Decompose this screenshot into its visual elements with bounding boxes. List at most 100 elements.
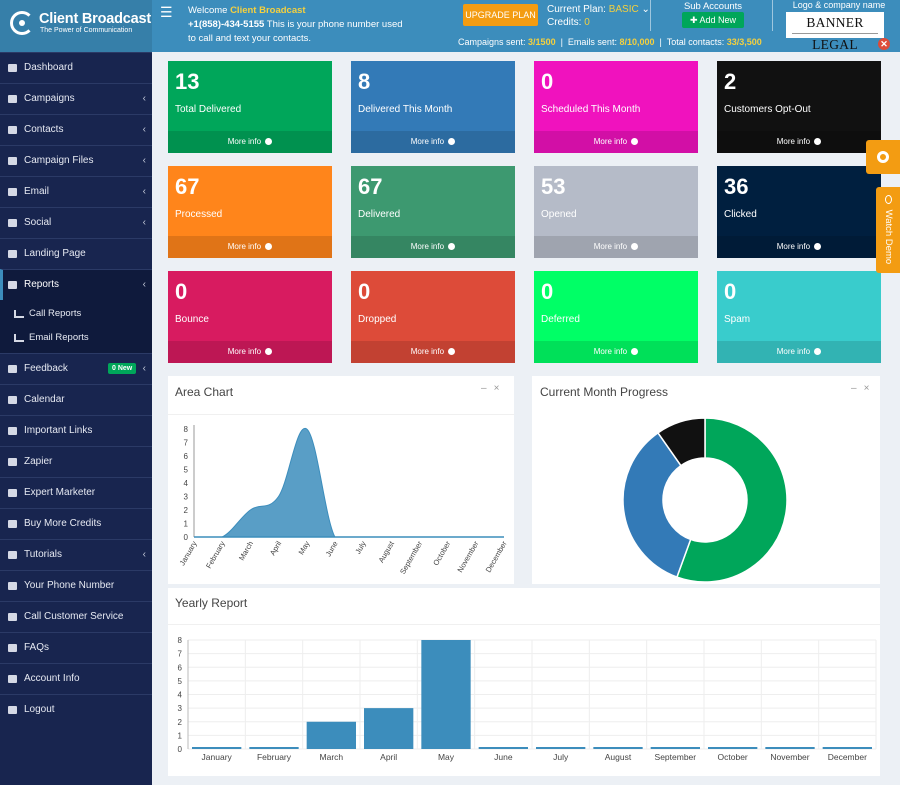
sidebar-item-label: Campaigns	[24, 93, 75, 104]
top-header: Client Broadcast The Power of Communicat…	[0, 0, 900, 52]
bar	[593, 747, 643, 749]
sidebar-item-account-info[interactable]: Account Info	[0, 663, 152, 694]
arrow-circle-right-icon	[814, 138, 822, 145]
sidebar-item-social[interactable]: Social ‹	[0, 207, 152, 238]
bar	[478, 747, 528, 749]
sidebar-item-email[interactable]: Email ‹	[0, 176, 152, 207]
more-info-link[interactable]: More info	[168, 131, 332, 153]
sidebar-item-your-phone-number[interactable]: Your Phone Number	[0, 570, 152, 601]
arrow-circle-right-icon	[631, 348, 639, 355]
bar	[421, 640, 471, 749]
sidebar-item-important-links[interactable]: Important Links	[0, 415, 152, 446]
welcome-message: Welcome Client Broadcast +1(858)-434-515…	[188, 4, 428, 46]
more-info-link[interactable]: More info	[168, 341, 332, 363]
plan-info[interactable]: Current Plan: BASIC ⌄ Credits: 0	[547, 3, 650, 29]
header-divider	[650, 0, 651, 31]
progress-panel: Current Month Progress – ×	[532, 376, 880, 584]
minimize-icon[interactable]: –	[851, 383, 857, 394]
x-tick-label: August	[377, 539, 397, 565]
arrow-circle-right-icon	[265, 348, 273, 355]
x-tick-label: January	[178, 539, 199, 567]
sidebar-item-buy-more-credits[interactable]: Buy More Credits	[0, 508, 152, 539]
y-tick-label: 2	[178, 718, 183, 727]
close-icon[interactable]: ×	[863, 383, 870, 394]
sidebar-item-call-customer-service[interactable]: Call Customer Service	[0, 601, 152, 632]
close-icon[interactable]: ×	[493, 383, 500, 394]
stat-value: 0	[541, 279, 554, 304]
bar	[536, 747, 586, 749]
sidebar-item-faqs[interactable]: FAQs	[0, 632, 152, 663]
more-info-link[interactable]: More info	[534, 236, 698, 258]
more-info-link[interactable]: More info	[717, 131, 881, 153]
sidebar-item-email-reports[interactable]: Email Reports	[0, 326, 152, 350]
stat-label: Processed	[175, 209, 223, 220]
more-info-link[interactable]: More info	[351, 236, 515, 258]
more-info-link[interactable]: More info	[717, 236, 881, 258]
more-info-link[interactable]: More info	[534, 131, 698, 153]
sidebar-item-tutorials[interactable]: Tutorials ‹	[0, 539, 152, 570]
minimize-icon[interactable]: –	[481, 383, 487, 394]
more-info-label: More info	[593, 347, 628, 356]
more-info-link[interactable]: More info	[717, 341, 881, 363]
watch-demo-tab[interactable]: Watch Demo	[876, 187, 900, 273]
arrow-circle-right-icon	[448, 138, 456, 145]
sidebar-item-calendar[interactable]: Calendar	[0, 384, 152, 415]
sidebar-item-call-reports[interactable]: Call Reports	[0, 302, 152, 326]
more-info-link[interactable]: More info	[351, 131, 515, 153]
y-tick-label: 5	[178, 677, 183, 686]
total-contacts-value: 33/3,500	[726, 37, 762, 47]
company-logo-text: BANNER LEGAL	[806, 15, 864, 52]
sidebar-item-label: Account Info	[24, 673, 80, 684]
more-info-label: More info	[593, 137, 628, 146]
sidebar-item-label: Feedback	[24, 363, 68, 374]
brand-tagline: The Power of Communication	[40, 27, 133, 34]
watch-demo-text: Watch Demo	[883, 209, 894, 265]
bar	[306, 721, 356, 749]
sidebar-item-dashboard[interactable]: Dashboard	[0, 52, 152, 83]
stat-value: 0	[541, 69, 554, 94]
settings-tab[interactable]	[866, 140, 900, 174]
plan-value: BASIC	[608, 4, 639, 15]
x-tick-label: April	[268, 539, 283, 557]
chevron-down-icon[interactable]: ⌄	[641, 4, 650, 15]
watch-demo-label: Watch Demo	[883, 195, 894, 264]
link-icon	[8, 427, 17, 435]
upgrade-plan-button[interactable]: UPGRADE PLAN	[463, 4, 538, 26]
stat-box: 36 Clicked More info	[717, 166, 881, 258]
menu-toggle-icon[interactable]: ☰	[160, 4, 173, 20]
sidebar-item-contacts[interactable]: Contacts ‹	[0, 114, 152, 145]
sidebar-item-feedback[interactable]: Feedback 0 New ‹	[0, 353, 152, 384]
sidebar-item-campaigns[interactable]: Campaigns ‹	[0, 83, 152, 114]
remove-logo-icon[interactable]: ✕	[878, 38, 890, 50]
company-logo[interactable]: BANNER LEGAL	[786, 12, 884, 52]
sidebar-item-label: Tutorials	[24, 549, 62, 560]
brand-logo-dot	[19, 20, 25, 26]
sidebar-item-reports[interactable]: Reports ‹	[0, 269, 152, 300]
share-icon	[8, 551, 17, 559]
add-new-sub-account-button[interactable]: ✚ Add New	[682, 12, 744, 28]
stat-box: 0 Bounce More info	[168, 271, 332, 363]
more-info-label: More info	[227, 137, 262, 146]
y-tick-label: 1	[184, 520, 189, 529]
sidebar-item-zapier[interactable]: Zapier	[0, 446, 152, 477]
phone-number: +1(858)-434-5155	[188, 19, 265, 30]
sidebar-item-landing-page[interactable]: Landing Page	[0, 238, 152, 269]
address-card-icon	[8, 126, 17, 134]
stat-label: Delivered	[358, 209, 401, 220]
y-tick-label: 6	[184, 452, 189, 461]
chevron-left-icon: ‹	[142, 549, 146, 560]
phone-suffix: This is your phone number used	[264, 19, 403, 30]
more-info-link[interactable]: More info	[351, 341, 515, 363]
sidebar-item-campaign-files[interactable]: Campaign Files ‹	[0, 145, 152, 176]
sidebar-item-expert-marketer[interactable]: Expert Marketer	[0, 477, 152, 508]
line-chart-icon	[14, 334, 24, 342]
sidebar-item-label: FAQs	[24, 642, 50, 653]
more-info-link[interactable]: More info	[168, 236, 332, 258]
x-tick-label: March	[237, 540, 255, 563]
brand-logo[interactable]: Client Broadcast The Power of Communicat…	[0, 0, 152, 52]
y-tick-label: 4	[178, 691, 183, 700]
phone-icon	[8, 613, 17, 621]
sidebar-item-label: Important Links	[24, 425, 93, 436]
more-info-link[interactable]: More info	[534, 341, 698, 363]
sidebar-item-logout[interactable]: Logout	[0, 694, 152, 725]
